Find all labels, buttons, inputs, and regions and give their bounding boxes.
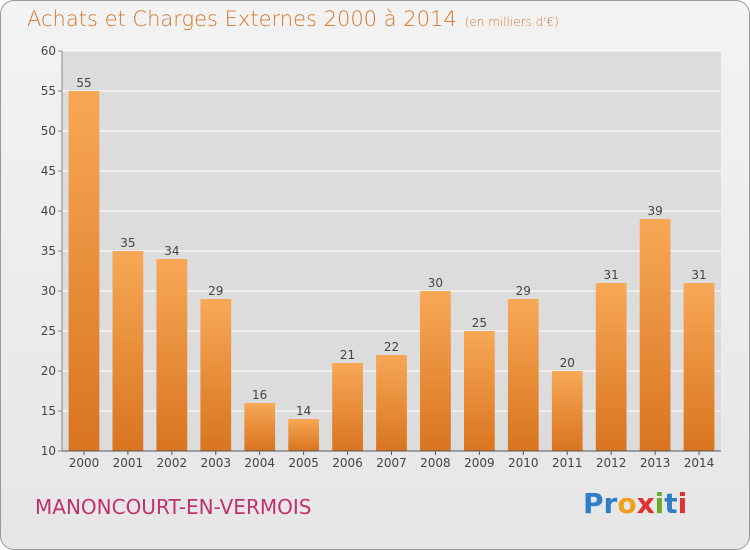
- bar-value-label: 31: [604, 268, 619, 282]
- bar-2012: [595, 283, 627, 451]
- logo-letter: x: [636, 487, 655, 520]
- x-tick-label: 2008: [420, 456, 451, 470]
- logo-letter: t: [664, 487, 678, 520]
- x-tick-label: 2004: [244, 456, 275, 470]
- bar-value-label: 14: [296, 404, 311, 418]
- y-tick-label: 10: [41, 444, 56, 458]
- bar-2007: [376, 355, 407, 451]
- x-tick-label: 2010: [508, 456, 539, 470]
- bar-value-label: 25: [472, 316, 487, 330]
- logo-letter: P: [583, 487, 604, 520]
- y-tick-label: 30: [41, 284, 56, 298]
- x-tick-label: 2000: [69, 456, 100, 470]
- y-tick-label: 20: [41, 364, 56, 378]
- bars: 55 35 34 29 16 14 21 22 30 25 29 20 31 39 31: [68, 76, 715, 451]
- x-tick-label: 2012: [596, 456, 627, 470]
- bar-value-label: 29: [516, 284, 531, 298]
- y-tick-label: 35: [41, 244, 56, 258]
- bar-value-label: 35: [120, 236, 135, 250]
- bar-value-label: 16: [252, 388, 267, 402]
- bar-2009: [463, 331, 495, 451]
- bar-2006: [332, 363, 363, 451]
- chart-title-text: Achats et Charges Externes 2000 à 2014: [27, 7, 457, 31]
- bar-2001: [112, 251, 144, 451]
- bar-value-label: 29: [208, 284, 223, 298]
- bar-value-label: 20: [560, 356, 575, 370]
- x-axis-labels: 2000 2001 2002 2003 2004 2005 2006 2007 2008 2009…: [69, 451, 715, 470]
- logo-letter: r: [603, 487, 618, 520]
- y-tick-label: 55: [41, 84, 56, 98]
- chart-subtitle: (en milliers d'€): [464, 15, 559, 29]
- bar-2003: [200, 299, 232, 451]
- bar-value-label: 39: [647, 204, 662, 218]
- x-tick-label: 2002: [157, 456, 188, 470]
- bar-2014: [683, 283, 715, 451]
- y-tick-label: 50: [41, 124, 56, 138]
- bar-2004: [244, 403, 276, 451]
- x-tick-label: 2003: [200, 456, 231, 470]
- bar-2005: [288, 419, 320, 451]
- y-axis-labels: 10 15 20 25 30 35 40 45 50 55 60: [41, 44, 62, 458]
- x-tick-label: 2011: [552, 456, 583, 470]
- y-tick-label: 60: [41, 44, 56, 58]
- bar-2008: [420, 291, 451, 451]
- x-tick-label: 2001: [113, 456, 144, 470]
- logo-letter: i: [654, 487, 665, 520]
- chart-title: Achats et Charges Externes 2000 à 2014 (e…: [27, 7, 559, 31]
- bar-value-label: 55: [76, 76, 91, 90]
- bar-2002: [156, 259, 188, 451]
- bar-2000: [68, 91, 100, 451]
- bar-2013: [639, 219, 671, 451]
- x-tick-label: 2005: [288, 456, 319, 470]
- x-tick-label: 2013: [640, 456, 671, 470]
- y-tick-label: 25: [41, 324, 56, 338]
- x-tick-label: 2007: [376, 456, 407, 470]
- x-tick-label: 2014: [684, 456, 715, 470]
- bar-value-label: 30: [428, 276, 443, 290]
- y-tick-label: 45: [41, 164, 56, 178]
- bar-2011: [551, 371, 583, 451]
- x-tick-label: 2009: [464, 456, 495, 470]
- x-tick-label: 2006: [332, 456, 363, 470]
- bar-value-label: 22: [384, 340, 399, 354]
- bar-value-label: 34: [164, 244, 179, 258]
- logo-letter: o: [617, 487, 637, 520]
- proxiti-logo: Proxiti: [583, 487, 687, 520]
- location-name: MANONCOURT-EN-VERMOIS: [35, 495, 312, 519]
- logo-letter: i: [677, 487, 688, 520]
- y-tick-label: 40: [41, 204, 56, 218]
- bar-value-label: 31: [691, 268, 706, 282]
- bar-value-label: 21: [340, 348, 355, 362]
- y-tick-label: 15: [41, 404, 56, 418]
- bar-2010: [507, 299, 539, 451]
